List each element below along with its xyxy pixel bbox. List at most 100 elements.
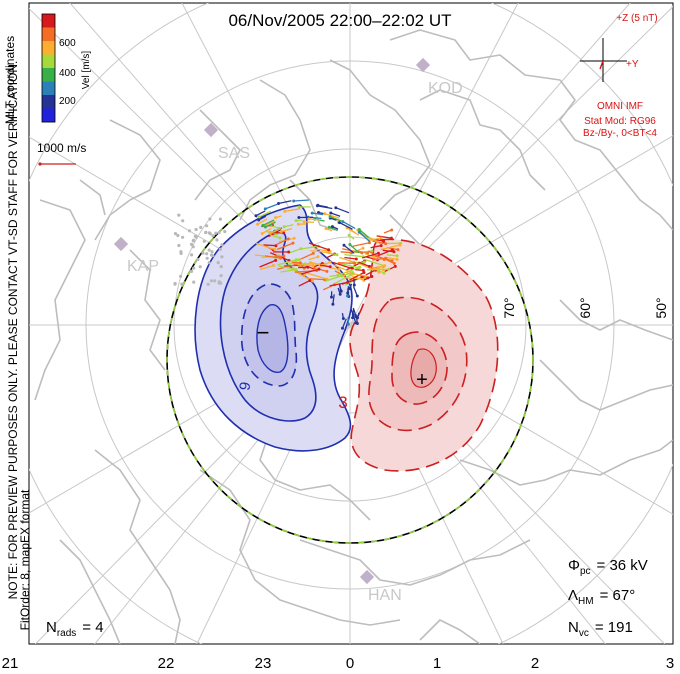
imf-source: OMNI IMF — [597, 101, 643, 112]
grid-cell-point — [220, 255, 224, 259]
velocity-vector — [325, 253, 335, 259]
velocity-vector — [277, 259, 297, 266]
grid-cell-point — [196, 257, 200, 262]
velocity-vector — [339, 262, 359, 269]
svg-text:HAN: HAN — [368, 587, 402, 604]
vector-origin — [263, 207, 267, 211]
vector-origin — [335, 253, 339, 257]
velocity-vector — [265, 203, 278, 210]
vector-origin — [379, 236, 383, 240]
vector-origin — [297, 258, 301, 262]
velocity-vector — [348, 271, 365, 281]
colorbar-segment — [42, 27, 55, 42]
mlt-label-0: 0 — [346, 655, 354, 672]
velocity-vector — [307, 277, 325, 281]
velocity-vector — [257, 218, 268, 225]
vector-origin — [347, 233, 351, 237]
velocity-vector — [308, 218, 320, 221]
cross-polar-cap-potential: Φpc = 36 kV — [568, 557, 648, 577]
colorbar-label: Vel [m/s] — [81, 51, 92, 90]
mlt-axis: 21 22 23 0 1 2 3 — [2, 655, 675, 672]
velocity-vector — [372, 240, 386, 245]
vector-origin — [283, 209, 287, 213]
vector-origin — [395, 257, 399, 261]
grid-cell-point — [190, 253, 194, 257]
vector-origin — [361, 246, 365, 250]
velocity-vector — [280, 268, 297, 273]
velocity-vector — [358, 231, 371, 243]
imf-conditions: Bz-/By-, 0<BT<4 — [583, 128, 657, 139]
colorbar-segment — [42, 14, 55, 28]
vector-origin — [362, 271, 366, 274]
vector-origin — [368, 264, 371, 268]
velocity-vector — [380, 244, 400, 251]
vector-origin — [291, 241, 295, 245]
mlt-label-1: 1 — [433, 655, 441, 672]
vector-origin — [358, 265, 362, 269]
vector-origin — [315, 204, 319, 208]
vector-origin — [311, 264, 315, 268]
vector-origin — [261, 223, 265, 227]
vector-origin — [387, 267, 391, 271]
grid-cell-point — [181, 219, 185, 223]
grid-cell-point — [219, 265, 223, 269]
velocity-vector — [278, 265, 294, 270]
grid-cell-point — [207, 261, 211, 265]
velocity-vector — [329, 281, 348, 287]
vector-origin — [317, 267, 321, 271]
vector-origin — [282, 225, 286, 229]
velocity-vector — [346, 277, 365, 280]
grid-cell-point — [176, 233, 180, 238]
vector-origin — [327, 248, 331, 252]
grid-cell-point — [214, 231, 218, 235]
vector-origin — [342, 243, 346, 247]
velocity-vector — [370, 244, 382, 249]
velocity-vector — [324, 213, 340, 219]
velocity-vector — [263, 244, 276, 247]
vector-origin — [346, 322, 350, 326]
vector-origin — [339, 289, 343, 293]
vector-origin — [294, 258, 298, 262]
vector-origin — [287, 250, 291, 254]
velocity-vector — [269, 228, 282, 234]
grid-cell-point — [179, 274, 183, 278]
velocity-vector — [255, 242, 276, 251]
velocity-vector — [344, 253, 364, 258]
svg-text:1000 m/s: 1000 m/s — [37, 141, 86, 155]
vector-origin — [268, 231, 272, 235]
vector-origin — [328, 215, 332, 219]
mlt-label-22: 22 — [158, 655, 175, 672]
vector-origin — [352, 283, 356, 287]
grid-cell-point — [211, 234, 215, 238]
vector-origin — [357, 230, 361, 234]
velocity-vector — [312, 261, 331, 271]
grid-cell-point — [187, 229, 192, 233]
latitude-label-50: 50° — [653, 297, 669, 318]
velocity-vector — [343, 244, 355, 254]
vector-origin — [327, 225, 331, 229]
vector-origin — [370, 249, 374, 253]
velocity-vector — [304, 264, 317, 271]
vector-origin — [389, 236, 393, 240]
vector-origin — [355, 294, 359, 298]
vector-origin — [272, 264, 275, 267]
grid-cell-point — [207, 248, 211, 252]
vector-origin — [337, 268, 341, 271]
vector-origin — [297, 205, 301, 209]
velocity-vector — [309, 261, 323, 266]
grid-cell-point — [194, 227, 198, 232]
vector-origin — [294, 219, 298, 223]
vector-origin — [383, 264, 386, 268]
grid-cell-point — [192, 280, 196, 284]
grid-cell-points — [173, 213, 227, 286]
vector-origin — [357, 228, 361, 231]
vector-origin — [274, 258, 278, 262]
vector-origin — [279, 256, 282, 260]
vector-origin — [348, 243, 352, 246]
grid-cell-point — [216, 261, 220, 265]
vector-origin — [370, 275, 374, 278]
vector-origin — [354, 257, 358, 261]
velocity-vector — [261, 227, 272, 235]
velocity-vector — [293, 199, 310, 202]
